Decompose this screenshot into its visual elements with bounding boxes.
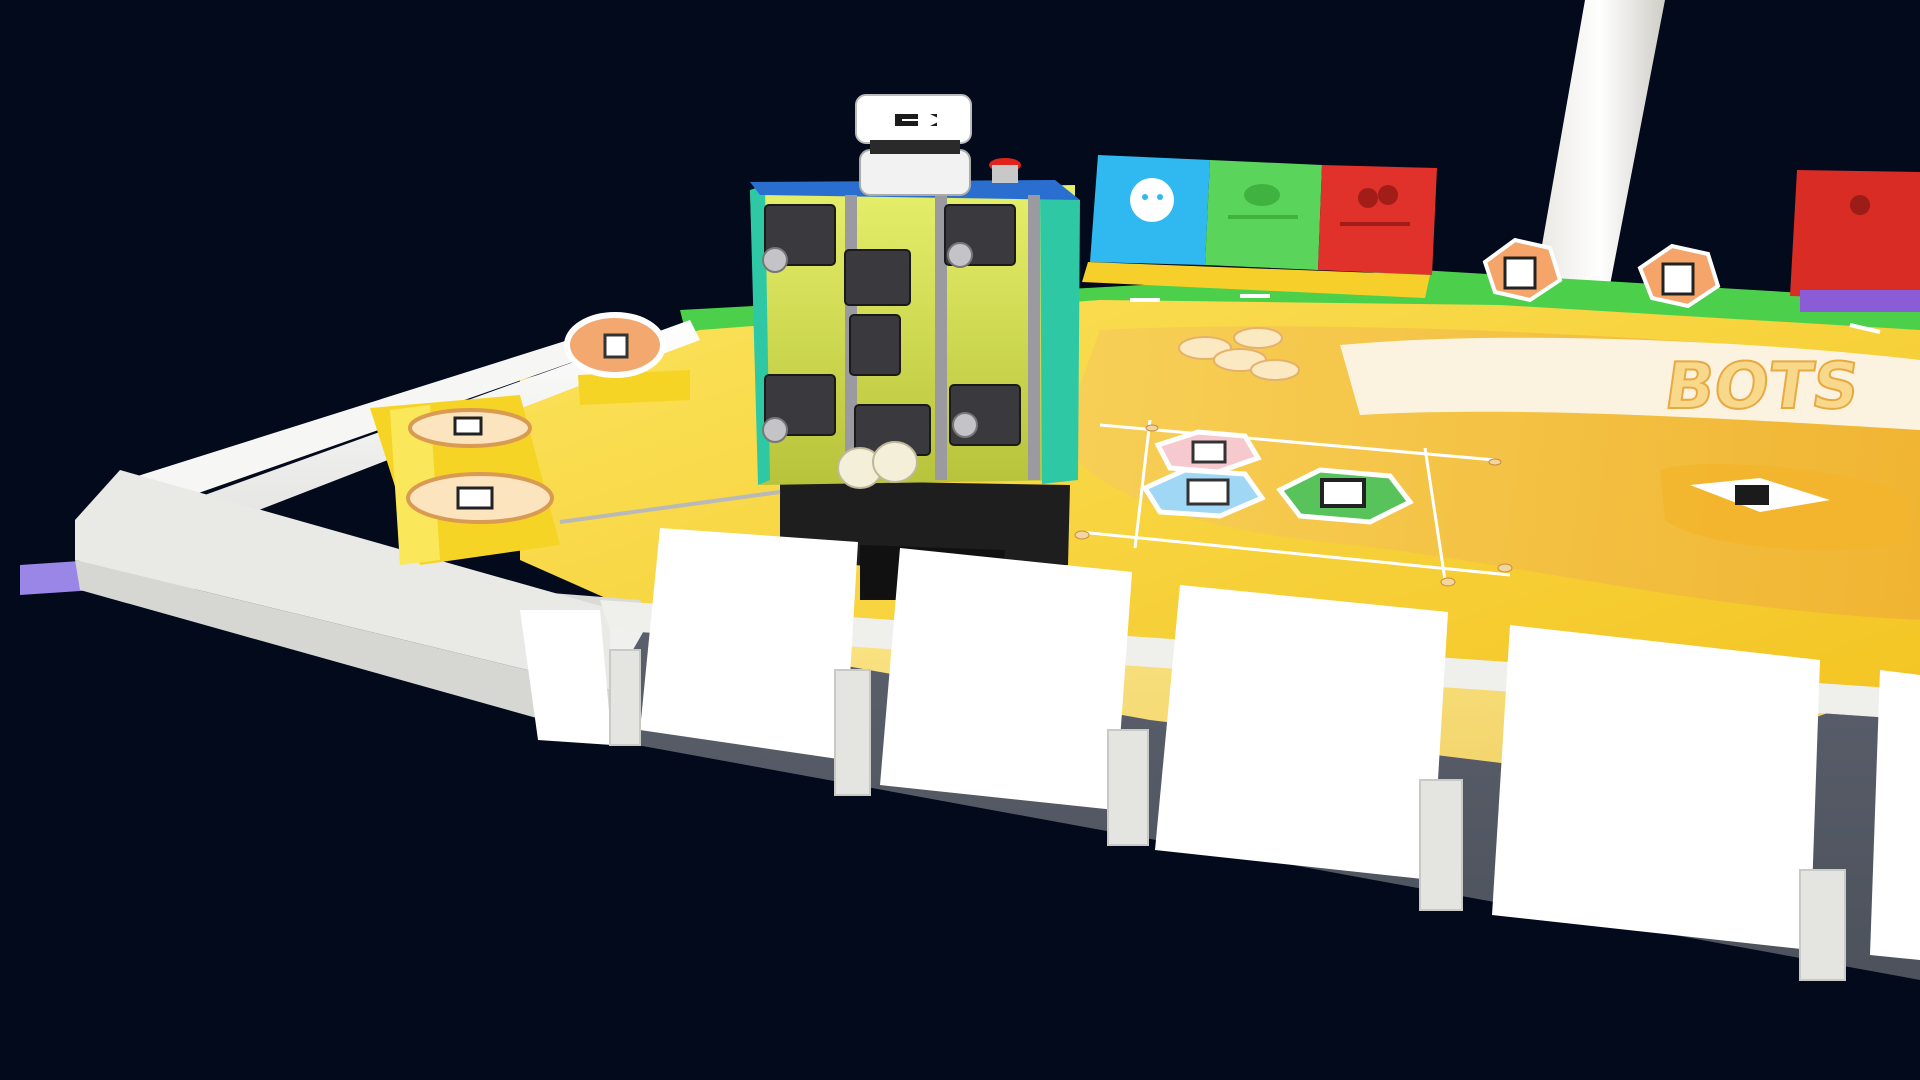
hex-game-pieces <box>1141 429 1414 525</box>
robot-arm-rod <box>559 490 781 524</box>
lidar-base <box>859 149 971 196</box>
cherry-icon <box>1850 195 1870 215</box>
cake-pieces <box>1178 327 1300 381</box>
red-team-sign <box>1318 165 1437 275</box>
front-panel-5 <box>1870 670 1920 960</box>
logo-banner <box>1340 337 1920 430</box>
robot <box>750 94 1080 600</box>
leaf-icon <box>1244 184 1280 206</box>
cherry-icon <box>1358 188 1378 208</box>
front-panel-4 <box>1492 625 1820 950</box>
green-team-sign <box>1205 160 1322 270</box>
line-pegs <box>1074 424 1513 587</box>
blue-team-sign <box>1090 155 1210 265</box>
far-hex-tokens <box>1482 237 1721 309</box>
board-logo: BOTS <box>1660 349 1863 424</box>
sign-base <box>1082 262 1430 298</box>
arrow-right-icon <box>895 108 942 132</box>
mascot-tag <box>1660 464 1910 550</box>
strip-dashes <box>1130 294 1881 334</box>
robot-bumpers <box>837 441 918 489</box>
red-team-sign-far <box>1790 170 1920 312</box>
front-panel-3 <box>1155 585 1448 880</box>
robot-face-icon <box>1130 178 1174 222</box>
start-area-lines <box>1079 419 1511 581</box>
front-wall <box>600 528 1920 981</box>
front-panel-2 <box>880 548 1132 810</box>
panel-clips <box>609 649 1846 981</box>
servo-wheels <box>762 242 978 443</box>
left-start-zone <box>370 312 690 565</box>
front-panel-1 <box>640 528 858 760</box>
team-signs <box>1082 155 1920 312</box>
